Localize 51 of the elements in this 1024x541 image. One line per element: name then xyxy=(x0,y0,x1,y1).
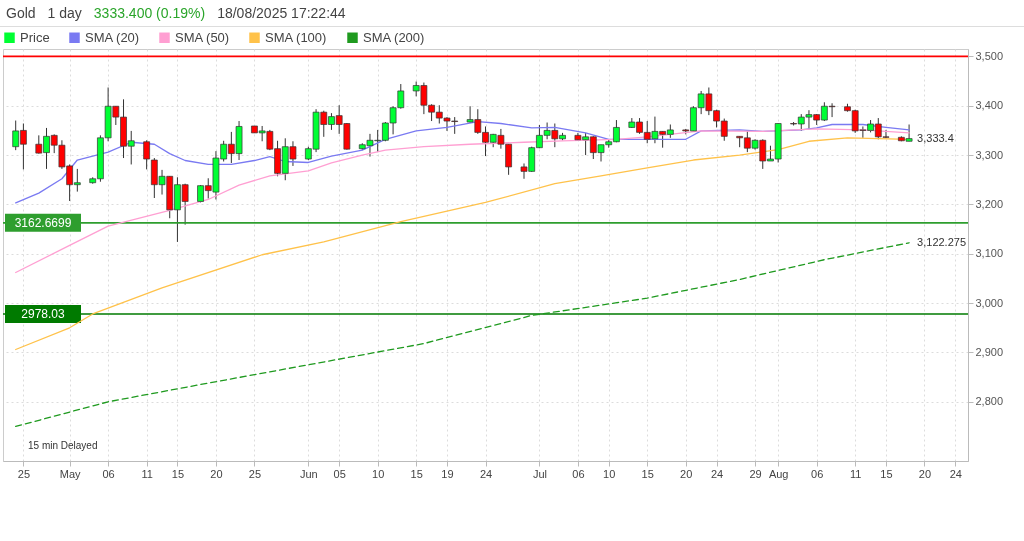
chart-subtitle: 1 day xyxy=(47,5,82,21)
y-tick-label: 3,100 xyxy=(975,247,1004,260)
x-tick-label: 06 xyxy=(102,467,115,480)
ref-line-label: 2978.03 xyxy=(21,306,66,321)
x-tick-label: Aug xyxy=(768,467,789,480)
y-tick-label: 3,200 xyxy=(975,197,1004,210)
x-tick-label: Jul xyxy=(532,467,547,480)
x-tick-label: 20 xyxy=(918,467,932,480)
x-tick-label: 29 xyxy=(749,467,762,480)
legend-label: SMA (20) xyxy=(85,29,140,45)
annotation: 3,333.4 xyxy=(917,131,954,144)
x-tick-label: 24 xyxy=(710,467,724,480)
y-tick-label: 3,400 xyxy=(975,99,1004,112)
x-tick-label: 24 xyxy=(479,467,493,480)
x-tick-label: Jun xyxy=(299,467,318,480)
x-tick-label: 11 xyxy=(849,467,862,480)
x-tick-label: 06 xyxy=(572,467,585,480)
x-tick-label: 19 xyxy=(441,467,454,480)
y-tick-label: 3,300 xyxy=(975,148,1004,161)
legend-label: Price xyxy=(20,29,50,45)
x-tick-label: 10 xyxy=(603,467,616,480)
x-tick-label: 15 xyxy=(880,467,893,480)
text: 18/08/2025 17:22:44 xyxy=(217,5,346,21)
x-tick-label: 24 xyxy=(949,467,962,480)
y-tick-label: 2,800 xyxy=(975,395,1004,408)
y-tick-label: 2,900 xyxy=(975,345,1004,358)
y-tick-label: 3,000 xyxy=(975,296,1004,309)
legend-label: SMA (200) xyxy=(363,29,425,45)
x-tick-label: 25 xyxy=(248,467,262,480)
x-tick-label: May xyxy=(59,467,81,480)
ref-line-label: 3162.6699 xyxy=(14,215,72,230)
legend-label: SMA (50) xyxy=(175,29,230,45)
x-tick-label: 15 xyxy=(641,467,654,480)
text: 3333.400 (0.19%) xyxy=(93,5,206,21)
line-series xyxy=(15,120,910,204)
x-tick-label: 15 xyxy=(171,467,185,480)
chart-title: Gold xyxy=(6,5,36,21)
x-tick-label: 11 xyxy=(141,467,153,480)
y-tick-label: 3,500 xyxy=(975,49,1004,62)
line-series xyxy=(15,242,910,428)
x-tick-label: 15 xyxy=(410,467,423,480)
x-tick-label: 20 xyxy=(680,467,693,480)
x-tick-label: 10 xyxy=(372,467,385,480)
x-tick-label: 06 xyxy=(811,467,824,480)
x-tick-label: 05 xyxy=(333,467,346,480)
legend-label: SMA (100) xyxy=(265,29,327,45)
annotation: 15 min Delayed xyxy=(28,440,98,451)
line-series xyxy=(15,128,910,274)
annotation: 3,122.275 xyxy=(917,235,967,248)
x-tick-label: 20 xyxy=(210,467,223,480)
x-tick-label: 25 xyxy=(17,467,31,480)
